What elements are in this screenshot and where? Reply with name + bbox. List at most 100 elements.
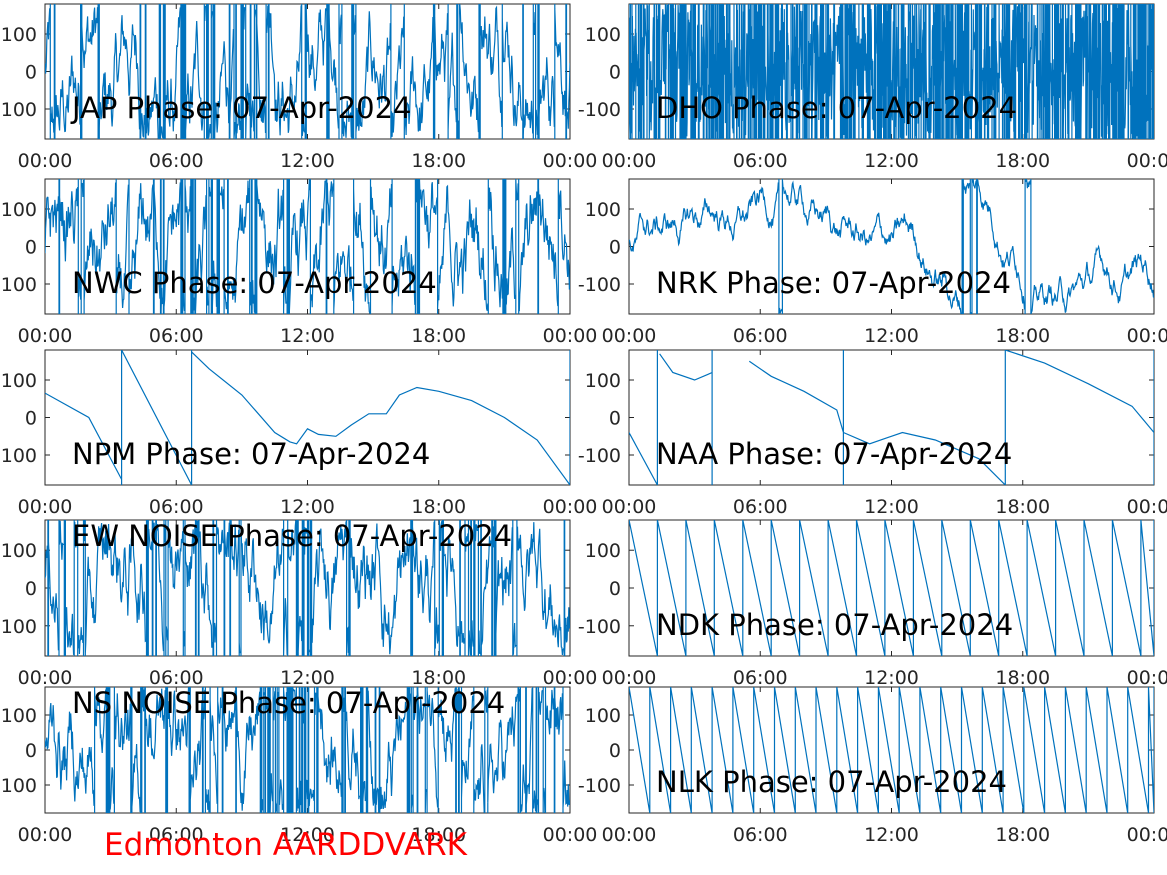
y-tick-label: 0 bbox=[609, 237, 621, 259]
x-tick-label: 00:00 bbox=[18, 667, 73, 689]
y-tick-label: -100 bbox=[578, 616, 621, 638]
y-tick-label: -100 bbox=[0, 445, 37, 467]
x-tick-label: 12:00 bbox=[864, 824, 919, 846]
y-tick-label: 0 bbox=[609, 408, 621, 430]
chart-title: EW NOISE Phase: 07-Apr-2024 bbox=[72, 519, 512, 553]
x-tick-label: 06:00 bbox=[149, 150, 204, 172]
y-tick-label: -100 bbox=[0, 274, 37, 296]
x-tick-label: 00:00 bbox=[1127, 150, 1167, 172]
x-tick-label: 18:00 bbox=[411, 496, 466, 518]
series-line bbox=[629, 4, 1154, 139]
chart-panel: 100 0 -100 00:00 06:00 12:00 18:00 00:00 NPM Pha… bbox=[0, 349, 598, 518]
series-line bbox=[45, 520, 570, 656]
x-tick-label: 00:00 bbox=[602, 667, 657, 689]
y-tick-label: -100 bbox=[578, 775, 621, 797]
series-group bbox=[629, 520, 1154, 656]
series-line bbox=[45, 179, 570, 314]
x-tick-label: 12:00 bbox=[280, 824, 335, 846]
y-tick-label: -100 bbox=[578, 445, 621, 467]
y-tick-label: 0 bbox=[609, 740, 621, 762]
chart-panel: 100 0 -100 00:00 06:00 12:00 18:00 00:00 NAA Pha… bbox=[578, 349, 1167, 518]
x-tick-label: 06:00 bbox=[149, 667, 204, 689]
series-line bbox=[45, 687, 570, 813]
x-tick-label: 06:00 bbox=[149, 824, 204, 846]
y-tick-label: 100 bbox=[1, 199, 37, 221]
x-tick-label: 00:00 bbox=[543, 325, 598, 347]
chart-title: NS NOISE Phase: 07-Apr-2024 bbox=[72, 686, 505, 720]
series-group bbox=[45, 687, 570, 813]
y-tick-label: 0 bbox=[609, 578, 621, 600]
y-tick-label: 0 bbox=[25, 237, 37, 259]
chart-panel: 100 0 -100 00:00 06:00 12:00 18:00 00:00 NLK Pha… bbox=[578, 686, 1167, 846]
y-tick-label: 100 bbox=[585, 705, 621, 727]
x-tick-label: 06:00 bbox=[733, 824, 788, 846]
chart-title: NAA Phase: 07-Apr-2024 bbox=[656, 437, 1012, 471]
x-tick-label: 00:00 bbox=[602, 496, 657, 518]
x-tick-label: 18:00 bbox=[995, 824, 1050, 846]
x-tick-label: 12:00 bbox=[864, 325, 919, 347]
x-tick-label: 00:00 bbox=[18, 824, 73, 846]
series-group bbox=[629, 687, 1154, 813]
chart-title: NRK Phase: 07-Apr-2024 bbox=[656, 266, 1011, 300]
y-tick-label: 100 bbox=[585, 540, 621, 562]
x-tick-label: 00:00 bbox=[602, 824, 657, 846]
y-tick-label: 100 bbox=[585, 24, 621, 46]
x-tick-label: 12:00 bbox=[864, 150, 919, 172]
y-tick-label: -100 bbox=[0, 775, 37, 797]
x-tick-label: 12:00 bbox=[864, 496, 919, 518]
series-group bbox=[629, 350, 1154, 485]
x-tick-label: 06:00 bbox=[733, 667, 788, 689]
x-tick-label: 00:00 bbox=[1127, 667, 1167, 689]
x-tick-label: 18:00 bbox=[411, 824, 466, 846]
x-tick-label: 18:00 bbox=[995, 150, 1050, 172]
x-tick-label: 00:00 bbox=[543, 496, 598, 518]
x-tick-label: 06:00 bbox=[149, 496, 204, 518]
chart-panel: 100 0 -100 00:00 06:00 12:00 18:00 00:00 NRK Pha… bbox=[578, 178, 1167, 347]
chart-title: DHO Phase: 07-Apr-2024 bbox=[656, 91, 1017, 125]
y-tick-label: -100 bbox=[578, 274, 621, 296]
y-tick-label: 0 bbox=[25, 62, 37, 84]
chart-title: NDK Phase: 07-Apr-2024 bbox=[656, 608, 1013, 642]
x-tick-label: 18:00 bbox=[411, 150, 466, 172]
x-tick-label: 00:00 bbox=[1127, 496, 1167, 518]
chart-title: NLK Phase: 07-Apr-2024 bbox=[656, 765, 1007, 799]
series-group bbox=[45, 4, 570, 139]
x-tick-label: 12:00 bbox=[280, 667, 335, 689]
y-tick-label: 100 bbox=[585, 199, 621, 221]
x-tick-label: 12:00 bbox=[280, 496, 335, 518]
y-tick-label: -100 bbox=[578, 99, 621, 121]
x-tick-label: 06:00 bbox=[733, 496, 788, 518]
chart-panel: 100 0 -100 00:00 06:00 12:00 18:00 00:00 NS NOIS… bbox=[0, 686, 597, 846]
y-tick-label: 100 bbox=[585, 370, 621, 392]
x-tick-label: 06:00 bbox=[733, 150, 788, 172]
x-tick-label: 00:00 bbox=[602, 325, 657, 347]
x-tick-label: 12:00 bbox=[280, 150, 335, 172]
chart-panel: 100 0 -100 00:00 06:00 12:00 18:00 00:00 NDK Pha… bbox=[578, 519, 1167, 689]
x-tick-label: 12:00 bbox=[280, 325, 335, 347]
y-tick-label: 0 bbox=[609, 62, 621, 84]
chart-panel: 100 0 -100 00:00 06:00 12:00 18:00 00:00 EW NOIS… bbox=[0, 519, 597, 689]
x-tick-label: 00:00 bbox=[602, 150, 657, 172]
series-group bbox=[45, 520, 570, 656]
y-tick-label: 0 bbox=[25, 408, 37, 430]
y-tick-label: 100 bbox=[1, 540, 37, 562]
series-line bbox=[629, 179, 1154, 314]
x-tick-label: 18:00 bbox=[995, 496, 1050, 518]
series-group bbox=[45, 179, 570, 314]
chart-panel: 100 0 -100 00:00 06:00 12:00 18:00 00:00 JAP Pha… bbox=[0, 3, 598, 172]
y-tick-label: -100 bbox=[0, 616, 37, 638]
series-group bbox=[629, 179, 1154, 314]
series-line bbox=[629, 520, 1154, 656]
chart-title: NWC Phase: 07-Apr-2024 bbox=[72, 266, 437, 300]
series-group bbox=[45, 350, 570, 485]
x-tick-label: 00:00 bbox=[543, 150, 598, 172]
chart-panel: 100 0 -100 00:00 06:00 12:00 18:00 00:00 NWC Pha… bbox=[0, 178, 598, 347]
chart-title: NPM Phase: 07-Apr-2024 bbox=[72, 437, 430, 471]
x-tick-label: 18:00 bbox=[411, 325, 466, 347]
x-tick-label: 18:00 bbox=[995, 667, 1050, 689]
y-tick-label: -100 bbox=[0, 99, 37, 121]
series-group bbox=[629, 4, 1154, 139]
series-line bbox=[629, 350, 1154, 485]
x-tick-label: 18:00 bbox=[995, 325, 1050, 347]
